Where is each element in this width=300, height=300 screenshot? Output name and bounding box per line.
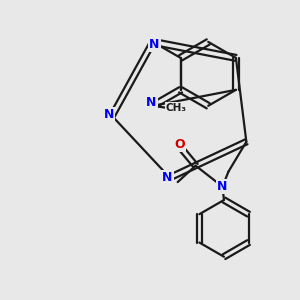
Text: N: N [217, 180, 228, 193]
Text: O: O [174, 138, 185, 151]
Text: CH₃: CH₃ [165, 103, 186, 113]
Text: N: N [149, 38, 160, 51]
Text: N: N [104, 108, 114, 121]
Text: N: N [162, 170, 172, 184]
Text: N: N [146, 96, 157, 109]
